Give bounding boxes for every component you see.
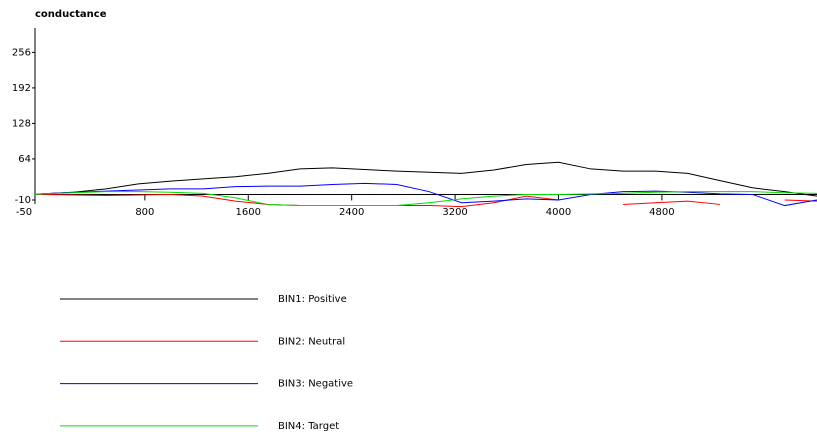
- y-tick-label: 64: [18, 154, 31, 165]
- legend-label: BIN3: Negative: [278, 379, 353, 390]
- x-tick-label: 4000: [546, 207, 571, 218]
- x-tick-label: 4800: [649, 207, 674, 218]
- x-tick-label: 800: [135, 207, 154, 218]
- x-tick-label: 1600: [236, 207, 261, 218]
- y-tick-label: 192: [12, 83, 31, 94]
- series-line: [35, 193, 817, 208]
- x-tick-label: -50: [16, 207, 32, 218]
- series-line: [34, 191, 817, 207]
- chart-title: conductance: [35, 9, 107, 20]
- y-tick-label: 256: [12, 47, 31, 58]
- x-tick-label: 3200: [442, 207, 467, 218]
- y-tick-label: 128: [12, 118, 31, 129]
- series-line: [34, 161, 817, 197]
- legend-label: BIN4: Target: [278, 421, 339, 432]
- legend-label: BIN1: Positive: [278, 294, 347, 305]
- x-tick-label: 2400: [339, 207, 364, 218]
- y-tick-label: -10: [15, 195, 31, 206]
- legend-label: BIN2: Neutral: [278, 336, 345, 347]
